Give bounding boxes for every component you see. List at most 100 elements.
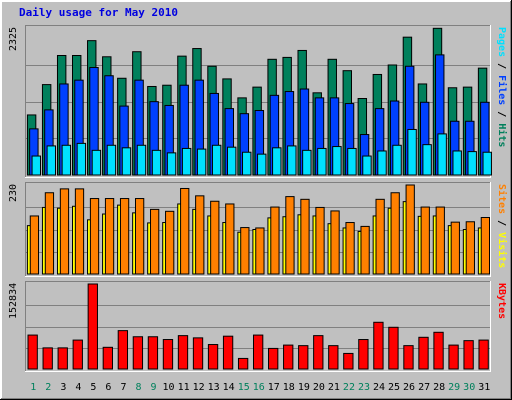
bar-kbytes-28 bbox=[433, 331, 444, 370]
x-label-day-21: 21 bbox=[328, 382, 340, 393]
bar-sites-6 bbox=[104, 198, 115, 275]
bar-sites-24 bbox=[375, 198, 385, 275]
bar-pages-16 bbox=[257, 153, 267, 176]
x-label-day-16: 16 bbox=[253, 382, 265, 393]
bar-kbytes-16 bbox=[252, 334, 264, 370]
bar-sites-28 bbox=[435, 206, 445, 275]
bar-sites-8 bbox=[134, 198, 145, 275]
bar-kbytes-7 bbox=[117, 330, 129, 370]
bar-kbytes-2 bbox=[42, 347, 53, 370]
x-label-day-14: 14 bbox=[223, 382, 235, 393]
x-label-day-27: 27 bbox=[418, 382, 430, 393]
legend-part: KBytes bbox=[496, 283, 507, 320]
y-max-label-panel-2: 230 bbox=[8, 183, 19, 202]
bar-kbytes-30 bbox=[463, 340, 474, 370]
bar-kbytes-14 bbox=[222, 335, 234, 370]
x-label-day-22: 22 bbox=[343, 382, 355, 393]
bar-pages-23 bbox=[362, 155, 372, 176]
bar-kbytes-8 bbox=[132, 336, 144, 370]
bar-kbytes-17 bbox=[268, 347, 279, 370]
bar-sites-29 bbox=[450, 221, 460, 275]
x-label-day-3: 3 bbox=[60, 382, 66, 393]
bar-sites-14 bbox=[225, 203, 235, 275]
panel-3 bbox=[25, 281, 491, 372]
y-max-label-panel-3: 152834 bbox=[8, 283, 19, 320]
bar-pages-31 bbox=[482, 151, 492, 176]
x-label-day-30: 30 bbox=[463, 382, 475, 393]
bar-sites-27 bbox=[420, 206, 430, 275]
bar-kbytes-15 bbox=[237, 357, 249, 370]
bar-sites-2 bbox=[44, 192, 55, 275]
x-label-day-6: 6 bbox=[105, 382, 111, 393]
bar-kbytes-29 bbox=[448, 344, 459, 370]
bar-sites-10 bbox=[165, 210, 175, 275]
chart-title: Daily usage for May 2010 bbox=[19, 6, 178, 19]
bar-sites-13 bbox=[210, 200, 220, 275]
x-label-day-23: 23 bbox=[358, 382, 370, 393]
bar-pages-7 bbox=[121, 147, 132, 176]
bar-sites-7 bbox=[119, 198, 130, 275]
x-label-day-28: 28 bbox=[433, 382, 445, 393]
bar-sites-30 bbox=[465, 221, 475, 275]
bar-pages-22 bbox=[347, 147, 357, 176]
legend-part: Pages bbox=[496, 27, 507, 58]
bar-sites-18 bbox=[285, 196, 295, 275]
bar-kbytes-1 bbox=[27, 334, 38, 370]
bar-kbytes-22 bbox=[343, 352, 354, 370]
bar-kbytes-4 bbox=[72, 339, 83, 370]
x-label-day-26: 26 bbox=[403, 382, 415, 393]
x-label-day-20: 20 bbox=[313, 382, 325, 393]
bar-sites-5 bbox=[89, 198, 100, 275]
x-label-day-1: 1 bbox=[30, 382, 36, 393]
bar-pages-15 bbox=[242, 151, 252, 176]
bar-kbytes-19 bbox=[298, 345, 309, 370]
panel-2 bbox=[25, 182, 491, 277]
x-label-day-8: 8 bbox=[135, 382, 141, 393]
bar-kbytes-21 bbox=[328, 345, 339, 370]
legend-part: Sites bbox=[496, 184, 507, 215]
bar-kbytes-27 bbox=[418, 336, 429, 370]
legend-part: / bbox=[496, 105, 507, 124]
bar-kbytes-18 bbox=[283, 344, 294, 370]
bar-pages-6 bbox=[106, 144, 117, 176]
bar-kbytes-10 bbox=[162, 339, 174, 370]
bar-pages-19 bbox=[302, 149, 312, 176]
x-label-day-10: 10 bbox=[163, 382, 175, 393]
x-label-day-5: 5 bbox=[90, 382, 96, 393]
bar-sites-19 bbox=[300, 198, 310, 275]
x-label-day-13: 13 bbox=[208, 382, 220, 393]
bar-sites-9 bbox=[150, 208, 160, 275]
bar-kbytes-11 bbox=[177, 335, 189, 370]
bar-sites-11 bbox=[180, 187, 190, 275]
bar-pages-1 bbox=[31, 155, 41, 176]
bar-pages-21 bbox=[332, 146, 342, 176]
bar-kbytes-9 bbox=[147, 336, 159, 370]
bar-pages-30 bbox=[467, 151, 477, 176]
bar-kbytes-31 bbox=[478, 339, 489, 370]
x-label-day-24: 24 bbox=[373, 382, 385, 393]
bar-sites-4 bbox=[74, 188, 85, 275]
bar-sites-1 bbox=[29, 215, 40, 275]
legend-part: Hits bbox=[496, 123, 507, 148]
bar-sites-3 bbox=[59, 188, 70, 275]
bar-pages-28 bbox=[437, 133, 447, 176]
bar-sites-25 bbox=[390, 192, 400, 275]
bar-pages-3 bbox=[61, 144, 72, 176]
x-label-day-9: 9 bbox=[151, 382, 157, 393]
bar-kbytes-24 bbox=[373, 321, 384, 370]
x-label-day-7: 7 bbox=[120, 382, 126, 393]
bar-pages-5 bbox=[91, 149, 102, 176]
bar-kbytes-26 bbox=[403, 345, 414, 370]
bar-kbytes-13 bbox=[207, 344, 219, 370]
legend-panel-3: KBytes bbox=[496, 283, 507, 319]
x-label-day-11: 11 bbox=[178, 382, 190, 393]
bar-sites-17 bbox=[270, 206, 280, 275]
bar-sites-23 bbox=[360, 225, 370, 275]
x-label-day-19: 19 bbox=[298, 382, 310, 393]
x-label-day-12: 12 bbox=[193, 382, 205, 393]
bar-pages-24 bbox=[377, 150, 387, 176]
legend-part: / bbox=[496, 57, 507, 76]
legend-panel-2: Sites / Visits bbox=[496, 184, 507, 268]
bar-pages-11 bbox=[181, 147, 192, 176]
